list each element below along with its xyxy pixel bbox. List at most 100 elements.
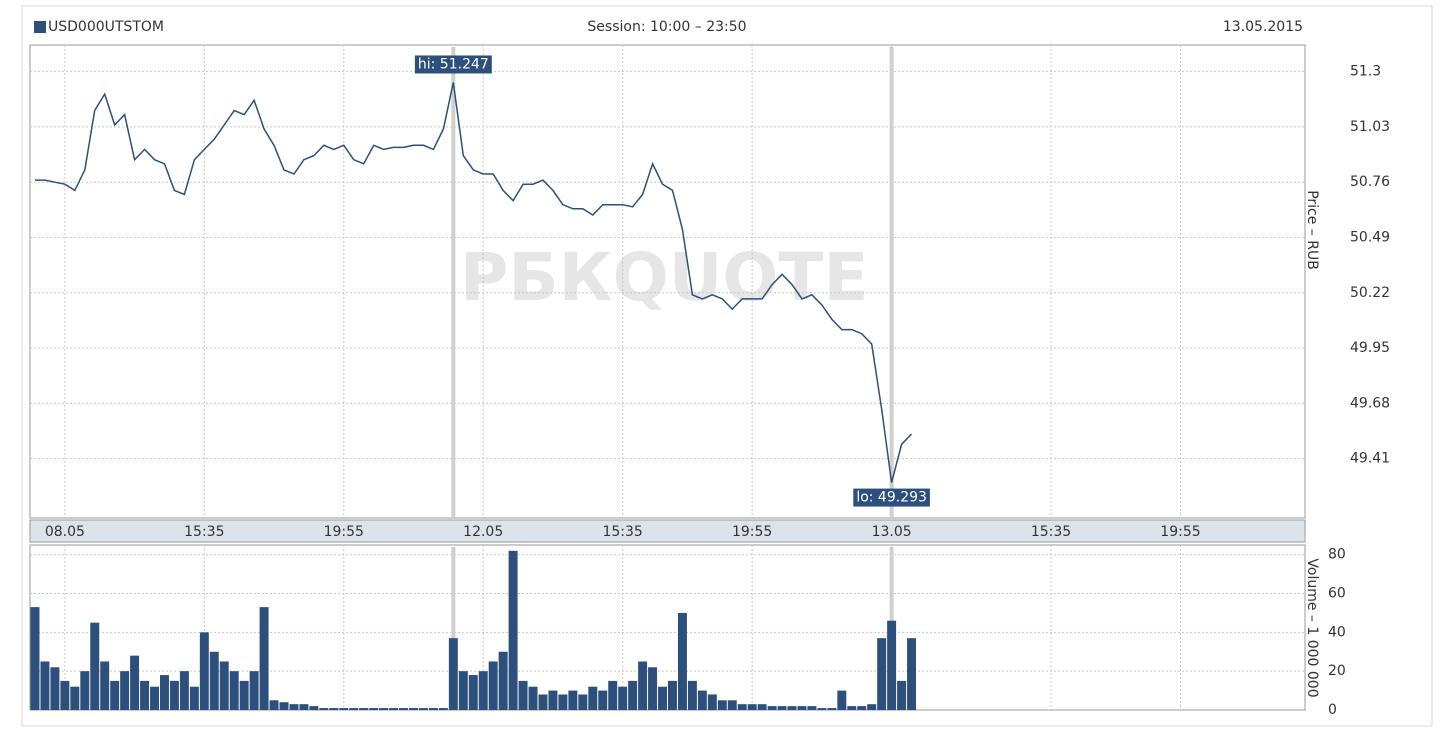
- y-tick-label: 51.3: [1350, 64, 1381, 80]
- volume-bar: [438, 708, 448, 710]
- volume-bar: [229, 671, 239, 710]
- volume-bar: [409, 708, 418, 710]
- volume-bar: [339, 708, 349, 710]
- watermark: РБКQUOTE: [460, 239, 869, 316]
- volume-bar: [687, 680, 697, 710]
- volume-bar: [100, 661, 110, 710]
- legend-swatch: [34, 21, 46, 33]
- volume-bar: [677, 612, 687, 710]
- volume-bar: [907, 638, 917, 710]
- volume-bar: [279, 702, 289, 710]
- volume-bar: [50, 667, 60, 710]
- volume-bar: [518, 680, 528, 710]
- volume-bar: [399, 708, 409, 710]
- y-axis-label: Price – RUB: [1304, 190, 1320, 270]
- volume-bar: [140, 680, 150, 710]
- x-tick-label: 19:55: [1160, 524, 1200, 540]
- volume-bar: [120, 671, 130, 710]
- volume-bar: [428, 708, 438, 710]
- volume-bar: [837, 690, 847, 710]
- volume-bar: [458, 671, 468, 710]
- volume-bar: [448, 638, 458, 710]
- volume-bar: [110, 680, 120, 710]
- y-axis-label: Volume – 1 000 000: [1304, 558, 1320, 697]
- volume-bar: [667, 680, 677, 710]
- y-tick-label: 80: [1328, 547, 1346, 563]
- volume-bar: [269, 700, 279, 710]
- volume-bar: [329, 708, 339, 710]
- volume-bar: [548, 690, 558, 710]
- volume-bar: [289, 704, 299, 710]
- volume-bar: [259, 607, 269, 710]
- volume-bar: [707, 694, 717, 710]
- volume-bar: [239, 680, 249, 710]
- y-tick-label: 49.41: [1350, 451, 1390, 467]
- volume-bar: [727, 700, 737, 710]
- volume-bar: [498, 651, 508, 710]
- volume-bar: [80, 671, 90, 710]
- volume-bar: [130, 655, 140, 710]
- volume-bar: [807, 706, 817, 710]
- frame: [21, 5, 1433, 727]
- volume-bar: [717, 700, 727, 710]
- volume-bar: [568, 690, 578, 710]
- y-tick-label: 50.49: [1350, 229, 1390, 245]
- legend-label: USD000UTSTOM: [48, 19, 164, 35]
- x-tick-label: 15:35: [602, 524, 642, 540]
- annotation-label: lo: 49.293: [856, 490, 927, 506]
- volume-bar: [608, 680, 618, 710]
- y-tick-label: 49.68: [1350, 395, 1390, 411]
- x-tick-label: 12.05: [463, 524, 503, 540]
- volume-bar: [249, 671, 259, 710]
- volume-bar: [767, 706, 777, 710]
- volume-bar: [209, 651, 219, 710]
- volume-bar: [468, 675, 478, 710]
- x-tick-label: 15:35: [1031, 524, 1071, 540]
- volume-bar: [528, 686, 538, 710]
- volume-bar: [359, 708, 369, 710]
- volume-bar: [159, 675, 169, 710]
- volume-bar: [777, 706, 787, 710]
- volume-bar: [658, 686, 668, 710]
- volume-bar: [299, 704, 309, 710]
- volume-bar: [189, 686, 199, 710]
- volume-bar: [418, 708, 428, 710]
- volume-bar: [628, 680, 638, 710]
- volume-bar: [847, 706, 857, 710]
- volume-bar: [488, 661, 498, 710]
- volume-bar: [70, 686, 80, 710]
- volume-bar: [638, 661, 648, 710]
- volume-bar: [60, 680, 70, 710]
- volume-bar: [787, 706, 797, 710]
- volume-bar: [169, 680, 179, 710]
- volume-bar: [508, 550, 518, 710]
- volume-bar: [897, 680, 907, 710]
- volume-bar: [697, 690, 707, 710]
- y-tick-label: 50.76: [1350, 174, 1390, 190]
- volume-bar: [199, 632, 209, 710]
- volume-bar: [867, 704, 877, 710]
- volume-bar: [877, 638, 887, 710]
- volume-bar: [478, 671, 488, 710]
- y-tick-label: 40: [1328, 624, 1346, 640]
- volume-bar: [817, 708, 827, 710]
- volume-bar: [379, 708, 389, 710]
- volume-bar: [648, 667, 658, 710]
- annotation: lo: 49.293: [853, 488, 930, 507]
- volume-bar: [369, 708, 379, 710]
- y-tick-label: 20: [1328, 663, 1346, 679]
- price-plot: [29, 44, 1306, 519]
- x-tick-label: 19:55: [732, 524, 772, 540]
- volume-bar: [827, 708, 837, 710]
- annotation-box: [414, 55, 492, 74]
- volume-bar: [319, 708, 329, 710]
- volume-bar: [797, 706, 807, 710]
- volume-bar: [618, 686, 628, 710]
- annotation-box: [853, 488, 930, 507]
- price-line: [35, 82, 913, 483]
- date: 13.05.2015: [1223, 19, 1303, 35]
- volume-bar: [598, 690, 608, 710]
- y-tick-label: 60: [1328, 586, 1346, 602]
- x-tick-label: 19:55: [324, 524, 364, 540]
